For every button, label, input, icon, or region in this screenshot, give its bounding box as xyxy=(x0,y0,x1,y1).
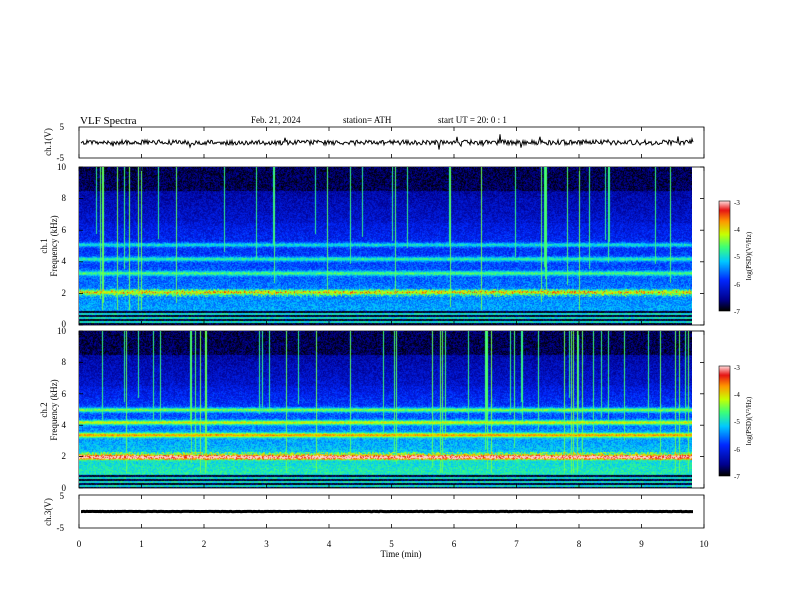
ch2-freq-tick-0: 0 xyxy=(62,483,67,493)
ch1-waveform-ylabel: ch.1(V) xyxy=(43,128,53,156)
ch1-freq-tick-10: 10 xyxy=(57,162,67,172)
ch1-spectrogram-ylabel-frequency: Frequency (kHz) xyxy=(49,215,59,276)
ch1-cbar-tick-minus4: -4 xyxy=(734,226,740,234)
start-time-label: start UT = 20: 0 : 1 xyxy=(438,115,507,125)
ch1-cbar-tick-minus6: -6 xyxy=(734,281,740,289)
ch2-spectrogram-ylabel-channel: ch.2 xyxy=(39,402,49,417)
ch2-cbar-tick-minus4: -4 xyxy=(734,391,740,399)
ch3-ytick-bottom: -5 xyxy=(57,523,65,533)
time-tick-label: 0 xyxy=(77,539,82,549)
ch1-freq-tick-0: 0 xyxy=(62,319,67,329)
ch2-freq-tick-2: 2 xyxy=(62,451,67,461)
ch1-freq-tick-2: 2 xyxy=(62,288,67,298)
time-tick-label: 10 xyxy=(700,539,710,549)
ch1-waveform-panel: 5 -5 ch.1(V) xyxy=(43,122,705,163)
time-tick-label: 3 xyxy=(264,539,269,549)
ch1-spectrogram-panel: 0 2 4 6 8 10 ch.1 Frequency (kHz) xyxy=(39,162,705,329)
ch3-waveform-panel: 5 -5 ch.3(V) xyxy=(43,491,705,533)
ch1-freq-tick-6: 6 xyxy=(62,225,67,235)
time-tick-label: 7 xyxy=(514,539,519,549)
ch3-ytick-top: 5 xyxy=(60,491,65,501)
ch1-spectrogram-image xyxy=(79,167,692,325)
ch1-colorbar: -3 -4 -5 -6 -7 log(PSD)(V²/Hz) xyxy=(718,199,753,316)
ch1-colorbar-gradient xyxy=(719,201,730,311)
station-label: station= ATH xyxy=(343,115,392,125)
ch1-spectrogram-ylabel-channel: ch.1 xyxy=(39,238,49,253)
ch1-waveform-ticks xyxy=(78,127,705,158)
ch1-cbar-tick-minus7: -7 xyxy=(734,308,740,316)
ch2-cbar-tick-minus5: -5 xyxy=(734,418,740,426)
ch1-spectrogram-ticks xyxy=(78,166,705,326)
ch2-colorbar-gradient xyxy=(719,366,730,476)
ch1-cbar-tick-minus5: -5 xyxy=(734,253,740,261)
ch1-cbar-tick-minus3: -3 xyxy=(734,199,740,207)
date-label: Feb. 21, 2024 xyxy=(251,115,301,125)
ch1-ytick-bottom: -5 xyxy=(57,153,65,163)
time-tick-label: 9 xyxy=(639,539,644,549)
figure-title: VLF Spectra xyxy=(80,115,137,127)
time-tick-label: 8 xyxy=(577,539,582,549)
ch2-spectrogram-ylabel-frequency: Frequency (kHz) xyxy=(49,379,59,440)
ch3-waveform-ylabel: ch.3(V) xyxy=(43,498,53,526)
ch2-cbar-tick-minus3: -3 xyxy=(734,364,740,372)
ch2-freq-tick-10: 10 xyxy=(57,326,67,336)
time-tick-label: 6 xyxy=(452,539,457,549)
time-tick-label: 4 xyxy=(327,539,332,549)
ch1-ytick-top: 5 xyxy=(60,122,65,132)
ch1-freq-tick-8: 8 xyxy=(62,193,67,203)
ch1-waveform-trace xyxy=(80,134,694,150)
ch2-spectrogram-ticks xyxy=(78,330,705,489)
ch1-freq-tick-4: 4 xyxy=(62,256,67,266)
ch2-cbar-tick-minus6: -6 xyxy=(734,446,740,454)
ch2-spectrogram-panel: 0 2 4 6 8 10 ch.2 Frequency (kHz) xyxy=(39,326,705,493)
ch3-waveform-ticks xyxy=(78,495,705,528)
time-tick-label: 5 xyxy=(389,539,394,549)
ch2-colorbar: -3 -4 -5 -6 -7 log(PSD)(V²/Hz) xyxy=(718,364,753,481)
time-tick-label: 2 xyxy=(202,539,207,549)
ch2-cbar-tick-minus7: -7 xyxy=(734,473,740,481)
time-tick-label: 1 xyxy=(139,539,144,549)
ch2-freq-tick-4: 4 xyxy=(62,420,67,430)
time-axis: 0 1 2 3 4 5 6 7 8 9 10 xyxy=(77,539,709,549)
ch2-spectrogram-image xyxy=(79,331,692,488)
ch2-freq-tick-8: 8 xyxy=(62,357,67,367)
time-axis-label: Time (min) xyxy=(381,549,422,559)
ch1-colorbar-label: log(PSD)(V²/Hz) xyxy=(745,231,753,280)
ch2-freq-tick-6: 6 xyxy=(62,389,67,399)
ch2-colorbar-label: log(PSD)(V²/Hz) xyxy=(745,396,753,445)
